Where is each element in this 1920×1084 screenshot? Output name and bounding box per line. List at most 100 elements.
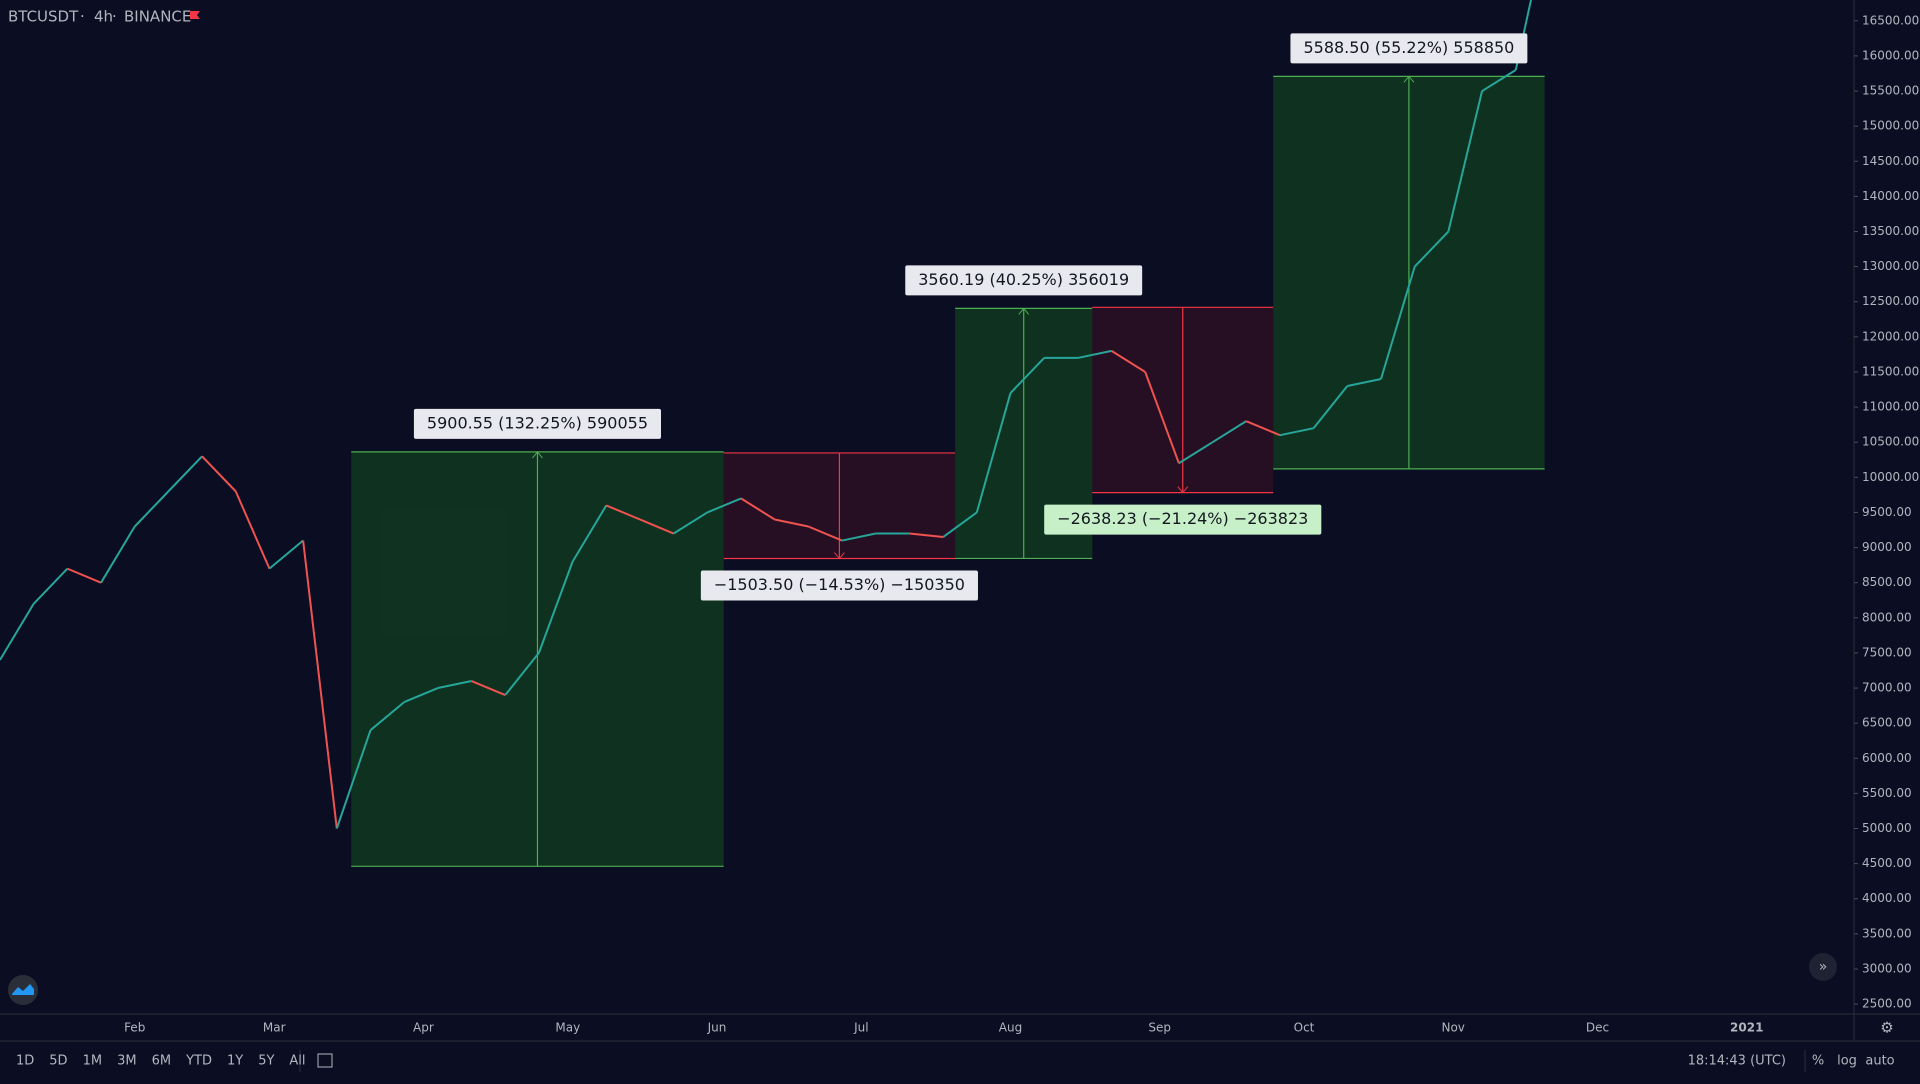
range-button[interactable]: All [289,1054,305,1069]
range-button[interactable]: 1M [83,1054,103,1069]
price-segment [100,525,136,584]
price-segment [909,532,944,539]
y-tick-label: 13000.00 [1862,259,1919,273]
price-segment [201,455,237,493]
range-button[interactable]: 5Y [258,1054,274,1069]
measure-label[interactable]: 5900.55 (132.25%) 590055 [413,408,662,439]
symbol[interactable]: BTCUSDT [8,8,79,26]
price-segment [1212,420,1247,444]
y-tick-label: 8000.00 [1862,610,1912,624]
price-segment [268,539,304,570]
y-tick-label: 2500.00 [1862,997,1912,1011]
measure-label[interactable]: 3560.19 (40.25%) 356019 [905,265,1143,296]
clock: 18:14:43 (UTC) [1688,1054,1786,1069]
interval[interactable]: 4h [94,8,113,26]
scroll-icon: » [1819,959,1828,975]
price-segment [302,540,338,829]
price-segment [706,497,742,514]
scale-option[interactable]: auto [1865,1054,1894,1069]
y-tick-label: 14500.00 [1862,154,1919,168]
measure-label[interactable]: −2638.23 (−21.24%) −263823 [1044,504,1322,535]
price-segment [403,687,439,704]
price-segment [133,490,170,528]
y-tick-label: 9500.00 [1862,505,1912,519]
measure-label[interactable]: 5588.50 (55.22%) 558850 [1290,33,1528,64]
x-tick-label: Jun [707,1021,727,1035]
label-text: 3560.19 (40.25%) 356019 [918,270,1129,289]
flag[interactable] [190,11,200,19]
price-segment [1144,371,1180,464]
price-segment [1111,350,1146,373]
y-tick-label: 5500.00 [1862,786,1912,800]
scroll-button[interactable] [1809,953,1837,981]
x-tick-label: 2021 [1730,1021,1763,1035]
price-segment [234,490,271,570]
dot: · [112,8,117,26]
y-tick-label: 11500.00 [1862,364,1919,378]
y-tick-label: 4000.00 [1862,891,1912,905]
exchange: BINANCE [124,8,191,26]
y-tick-label: 12000.00 [1862,329,1919,343]
price-segment [774,518,809,528]
price-segment [1481,69,1517,92]
date-range-icon[interactable] [317,1053,333,1068]
y-tick-label: 8500.00 [1862,575,1912,589]
price-segment [1009,357,1045,394]
label-bg [700,570,978,601]
price-segment [1347,378,1382,388]
scale-option[interactable]: log [1837,1054,1857,1069]
label-text: −2638.23 (−21.24%) −263823 [1057,509,1308,528]
y-tick-label: 15500.00 [1862,84,1919,98]
price-segment [66,567,102,584]
range-button[interactable]: 6M [152,1054,172,1069]
label-text: 5588.50 (55.22%) 558850 [1303,38,1514,57]
y-tick-label: 6500.00 [1862,716,1912,730]
label-bg [1290,33,1528,64]
y-tick-label: 10500.00 [1862,435,1919,449]
range-button[interactable]: 1Y [227,1054,243,1069]
y-tick-label: 3500.00 [1862,926,1912,940]
price-segment [740,497,776,521]
range-button[interactable]: YTD [185,1054,212,1069]
arrow-head [834,552,845,560]
y-tick-label: 13500.00 [1862,224,1919,238]
arrow-head [1018,307,1030,315]
label-text: 5900.55 (132.25%) 590055 [427,413,648,432]
price-segment [437,680,472,690]
x-tick-label: Feb [124,1021,145,1035]
price-segment [1447,90,1484,232]
price-segment [975,392,1012,513]
scale-option[interactable]: % [1812,1054,1824,1069]
price-segment [369,701,405,731]
dot: · [80,8,85,26]
header: BTCUSDT · 4h · BINANCE [8,8,200,26]
y-tick-label: 10000.00 [1862,470,1919,484]
price-segment [1077,349,1112,359]
range-button[interactable]: 1D [16,1054,34,1069]
price-segment [504,652,540,696]
measure-label[interactable]: −1503.50 (−14.53%) −150350 [700,570,978,601]
x-tick-label: Sep [1148,1021,1171,1035]
y-tick-label: 16500.00 [1862,13,1919,27]
y-tick-label: 5000.00 [1862,821,1912,835]
price-segment [537,561,574,654]
range-button[interactable]: 3M [117,1054,137,1069]
x-tick-label: Oct [1294,1021,1315,1035]
x-tick-label: Nov [1441,1021,1464,1035]
price-segment [1312,385,1349,429]
range-button[interactable]: 5D [49,1054,67,1069]
price-segment [605,504,641,521]
logo-icon [12,984,34,995]
label-bg [1044,504,1322,535]
y-tick-label: 16000.00 [1862,48,1919,62]
price-segment [1245,420,1281,437]
price-segment [1279,427,1314,437]
y-tick-label: 3000.00 [1862,961,1912,975]
settings[interactable]: ⚙ [1880,1019,1893,1037]
price-segment [807,525,843,542]
x-tick-label: Apr [413,1021,434,1035]
x-tick-label: Jul [853,1021,868,1035]
logo[interactable] [8,975,38,1005]
